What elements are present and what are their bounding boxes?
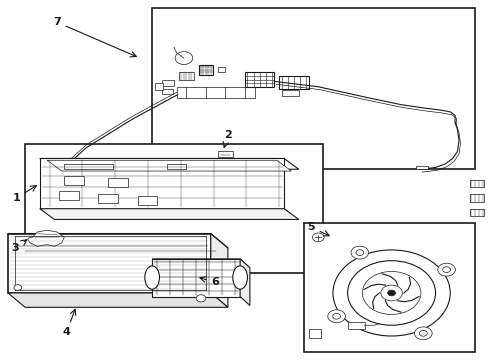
Polygon shape [470, 209, 485, 216]
Polygon shape [108, 178, 128, 187]
Polygon shape [59, 191, 79, 200]
Circle shape [196, 295, 206, 302]
Text: 6: 6 [200, 277, 220, 287]
Circle shape [356, 250, 364, 256]
Polygon shape [198, 65, 213, 75]
Circle shape [14, 285, 22, 291]
Circle shape [362, 271, 421, 315]
Text: 5: 5 [307, 222, 329, 236]
Circle shape [347, 261, 436, 325]
Circle shape [333, 250, 450, 336]
Polygon shape [162, 89, 172, 94]
Polygon shape [162, 80, 174, 86]
Circle shape [333, 314, 341, 319]
Polygon shape [470, 180, 485, 187]
Polygon shape [347, 321, 365, 329]
Polygon shape [240, 259, 250, 306]
Polygon shape [309, 329, 321, 338]
Polygon shape [98, 194, 118, 203]
Polygon shape [152, 259, 240, 297]
Text: 3: 3 [12, 240, 27, 253]
Circle shape [442, 267, 450, 273]
Circle shape [351, 246, 368, 259]
Polygon shape [40, 158, 299, 169]
Polygon shape [155, 83, 163, 90]
Polygon shape [138, 196, 157, 205]
Polygon shape [218, 151, 233, 157]
Circle shape [415, 327, 432, 340]
Polygon shape [167, 164, 186, 169]
Polygon shape [64, 164, 113, 169]
Circle shape [381, 285, 402, 301]
Polygon shape [27, 230, 64, 246]
Polygon shape [470, 194, 485, 202]
Bar [152, 8, 475, 169]
Polygon shape [8, 234, 211, 293]
Polygon shape [416, 166, 428, 169]
Circle shape [313, 233, 324, 242]
Polygon shape [152, 259, 250, 268]
Ellipse shape [145, 266, 159, 289]
Polygon shape [8, 293, 228, 307]
Circle shape [438, 263, 455, 276]
Polygon shape [8, 234, 228, 248]
Polygon shape [64, 176, 84, 185]
Polygon shape [40, 209, 299, 220]
Circle shape [419, 330, 427, 336]
Text: 7: 7 [53, 17, 136, 57]
Polygon shape [47, 160, 292, 171]
Ellipse shape [233, 266, 247, 289]
Polygon shape [211, 234, 228, 307]
Circle shape [175, 51, 193, 64]
Polygon shape [179, 72, 194, 80]
Polygon shape [176, 87, 255, 98]
Circle shape [388, 290, 395, 296]
Polygon shape [279, 76, 309, 89]
Text: 4: 4 [63, 309, 76, 337]
Text: 2: 2 [223, 130, 232, 148]
Circle shape [328, 310, 345, 323]
Bar [304, 223, 475, 352]
Text: 1: 1 [12, 186, 36, 203]
Polygon shape [282, 90, 299, 96]
Polygon shape [218, 67, 225, 72]
Bar [25, 144, 323, 273]
Polygon shape [40, 158, 284, 209]
Polygon shape [245, 72, 274, 87]
